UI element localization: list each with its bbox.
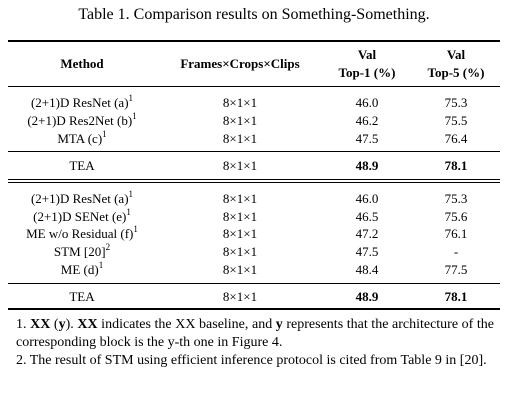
table-cell-top1: 48.4 — [355, 262, 379, 277]
table-cell-top1: 47.5 — [355, 244, 379, 259]
table-cell-top1: 46.2 — [355, 113, 379, 128]
table-cell-top5: 78.1 — [444, 158, 468, 173]
table-cell-top1: 46.0 — [355, 191, 379, 206]
section-rule-b — [8, 182, 500, 183]
table-caption: Table 1. Comparison results on Something… — [78, 6, 430, 23]
bottom-rule — [8, 308, 500, 310]
table-cell-top1: 48.9 — [355, 289, 379, 304]
table-cell-frames: 8×1×1 — [222, 262, 258, 277]
section-rule-a — [8, 179, 500, 180]
table-cell-frames: 8×1×1 — [222, 131, 258, 146]
table-cell-method: ME (d)1 — [60, 260, 104, 278]
header-method: Method — [60, 56, 104, 71]
table-cell-top5: 75.5 — [444, 113, 468, 128]
table-cell-frames: 8×1×1 — [222, 158, 258, 173]
table-cell-method: TEA — [69, 289, 95, 304]
table-cell-top5: 76.4 — [444, 131, 468, 146]
table-cell-top1: 46.5 — [355, 209, 379, 224]
table-cell-top5: 75.6 — [444, 209, 468, 224]
header-frames: Frames×Crops×Clips — [180, 56, 300, 71]
table-cell-frames: 8×1×1 — [222, 191, 258, 206]
table-cell-method: STM [20]2 — [53, 242, 111, 260]
table-cell-method: (2+1)D SENet (e)1 — [33, 207, 131, 225]
table-cell-top5: 76.1 — [444, 226, 468, 241]
footnote-1: 1. XX (y). XX indicates the XX baseline,… — [16, 317, 495, 350]
table-cell-top1: 47.5 — [355, 131, 379, 146]
table-cell-top5: 78.1 — [444, 289, 468, 304]
table-cell-top5: 75.3 — [444, 191, 468, 206]
footnote-2: 2. The result of STM using efficient inf… — [16, 353, 487, 368]
table-cell-method: (2+1)D ResNet (a)1 — [30, 189, 134, 207]
table-cell-frames: 8×1×1 — [222, 113, 258, 128]
table-cell-method: ME w/o Residual (f)1 — [26, 224, 138, 242]
table-cell-method: (2+1)D ResNet (a)1 — [30, 93, 134, 111]
header-top5-line1: Val — [446, 47, 466, 62]
table-cell-top5: 77.5 — [444, 262, 468, 277]
table-cell-top5: 75.3 — [444, 95, 468, 110]
table-cell-frames: 8×1×1 — [222, 209, 258, 224]
header-top5-line2: Top-5 (%) — [427, 65, 485, 80]
table-cell-frames: 8×1×1 — [222, 95, 258, 110]
table-cell-frames: 8×1×1 — [222, 226, 258, 241]
table-cell-method: TEA — [69, 158, 95, 173]
header-rule — [8, 86, 500, 87]
table-cell-top5: - — [453, 244, 459, 259]
table-cell-frames: 8×1×1 — [222, 289, 258, 304]
table-cell-method: MTA (c)1 — [57, 129, 107, 147]
table-cell-top1: 46.0 — [355, 95, 379, 110]
top-rule — [8, 40, 500, 42]
table-cell-method: (2+1)D Res2Net (b)1 — [27, 111, 137, 129]
group2-rule — [8, 283, 500, 284]
table-cell-top1: 48.9 — [355, 158, 379, 173]
group1-rule — [8, 151, 500, 152]
header-top1-line1: Val — [357, 47, 377, 62]
table-cell-top1: 47.2 — [355, 226, 379, 241]
table-cell-frames: 8×1×1 — [222, 244, 258, 259]
header-top1-line2: Top-1 (%) — [338, 65, 396, 80]
table-footnotes: 1. XX (y). XX indicates the XX baseline,… — [16, 316, 494, 370]
